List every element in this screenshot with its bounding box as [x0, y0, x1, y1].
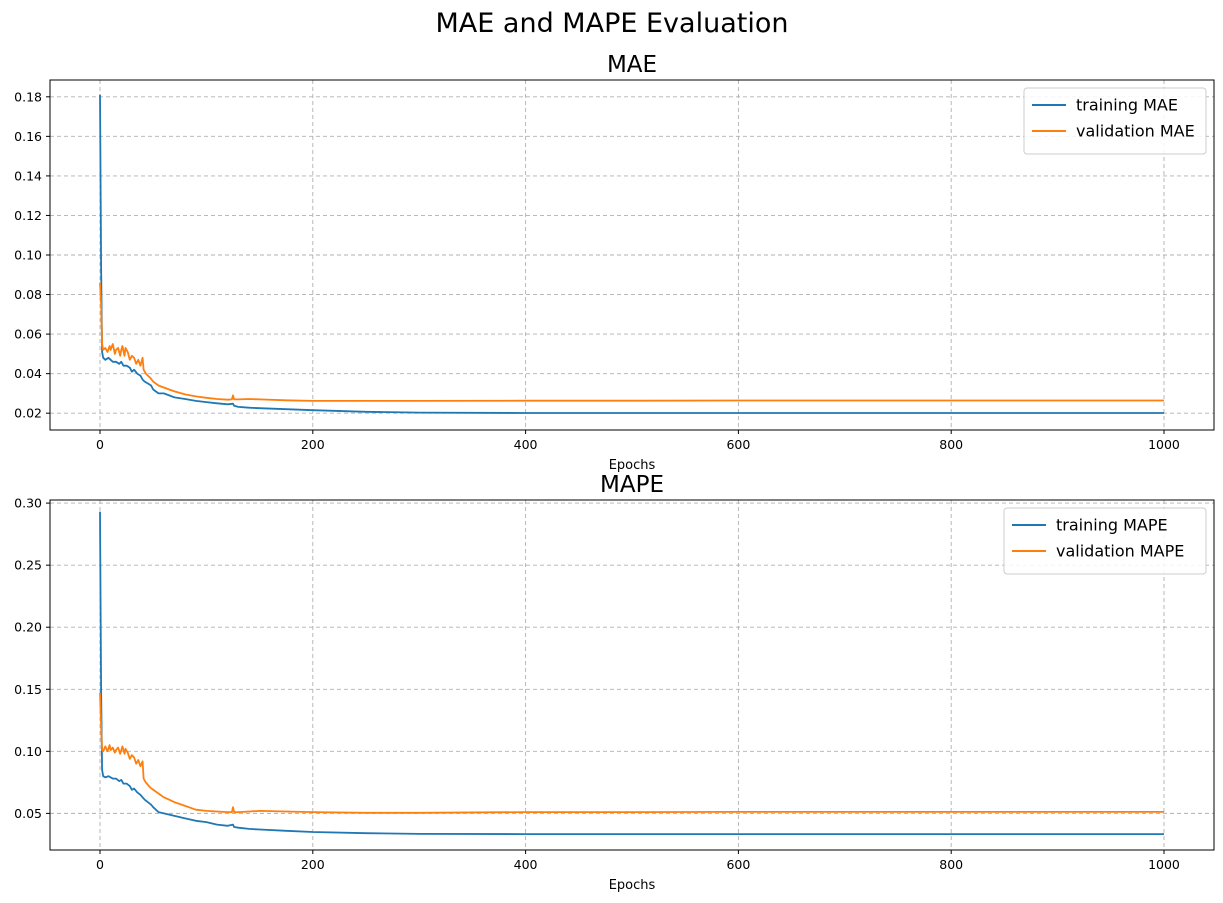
- series-line-training-mae: [99, 94, 1164, 414]
- axes-frame: [49, 499, 1215, 851]
- y-tick-label: 0.05: [14, 806, 42, 821]
- y-tick-label: 0.06: [14, 327, 42, 342]
- x-tick-label: 1000: [1148, 437, 1180, 452]
- legend: training MAPE validation MAPE: [1003, 507, 1207, 575]
- y-tick-label: 0.20: [14, 620, 42, 635]
- y-tick-label: 0.08: [14, 287, 42, 302]
- series-line-training-mape: [99, 511, 1164, 835]
- y-tick-label: 0.14: [14, 168, 42, 183]
- charts-container: MAE 0 200 400 600 800 1000 0.02 0.04 0.06 0.08 0.10…: [14, 52, 1215, 893]
- y-tick-label: 0.04: [14, 366, 42, 381]
- series-line-validation-mae: [99, 282, 1164, 402]
- x-tick-label: 400: [514, 437, 538, 452]
- x-tick-label: 200: [301, 857, 325, 872]
- legend-label: validation MAE: [1076, 122, 1195, 141]
- y-tick-label: 0.10: [14, 744, 42, 759]
- x-tick-label: 400: [514, 857, 538, 872]
- y-tick-label: 0.30: [14, 496, 42, 511]
- series-line-validation-mape: [99, 692, 1164, 814]
- chart-panel-mape: MAPE 0 200 400 600 800 1000 0.05 0.10 0.15 0.20 0.2…: [14, 472, 1215, 893]
- y-tick-label: 0.15: [14, 682, 42, 697]
- y-tick-label: 0.10: [14, 248, 42, 263]
- y-tick-label: 0.18: [14, 89, 42, 104]
- legend-box: [1003, 507, 1207, 575]
- legend-label: training MAPE: [1056, 516, 1168, 535]
- chart-title: MAPE: [600, 472, 664, 498]
- legend-label: validation MAPE: [1056, 542, 1184, 561]
- y-tick-label: 0.16: [14, 129, 42, 144]
- x-tick-label: 1000: [1148, 857, 1180, 872]
- grid: [50, 500, 1214, 850]
- x-tick-label: 0: [96, 437, 104, 452]
- x-tick-label: 800: [939, 437, 963, 452]
- x-tick-label: 600: [726, 857, 750, 872]
- x-tick-label: 0: [96, 857, 104, 872]
- chart-title: MAE: [607, 52, 657, 78]
- y-tick-label: 0.02: [14, 406, 42, 421]
- legend: training MAE validation MAE: [1023, 87, 1207, 155]
- x-axis-label: Epochs: [609, 458, 656, 473]
- y-tick-label: 0.12: [14, 208, 42, 223]
- legend-label: training MAE: [1076, 96, 1178, 115]
- chart-panel-mae: MAE 0 200 400 600 800 1000 0.02 0.04 0.06 0.08 0.10…: [14, 52, 1215, 473]
- figure-title: MAE and MAPE Evaluation: [436, 8, 789, 39]
- x-axis-label: Epochs: [609, 878, 656, 893]
- legend-box: [1023, 87, 1207, 155]
- x-tick-label: 800: [939, 857, 963, 872]
- y-tick-label: 0.25: [14, 558, 42, 573]
- x-tick-label: 200: [301, 437, 325, 452]
- x-tick-label: 600: [726, 437, 750, 452]
